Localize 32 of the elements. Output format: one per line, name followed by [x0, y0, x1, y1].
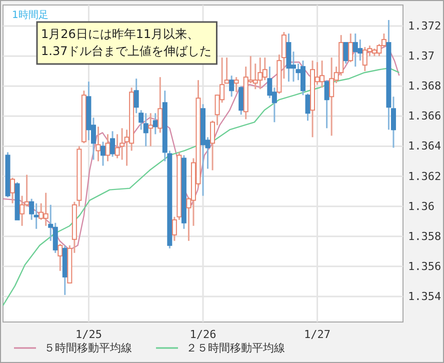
candlestick: [324, 79, 330, 129]
candlestick: [229, 74, 234, 98]
candlestick: [148, 112, 154, 147]
candlestick: [234, 76, 239, 93]
candlestick: [100, 140, 106, 167]
y-tick-label: 1.362: [408, 170, 442, 183]
y-tick-label: 1.36: [408, 200, 434, 213]
annotation: 1月26日には昨年11月以来、 1.37ドル台まで上値を伸ばした: [41, 27, 212, 58]
candlestick: [110, 130, 116, 158]
candlestick: [58, 243, 63, 272]
y-tick-label: 1.366: [408, 110, 442, 123]
y-tick-label: 1.372: [408, 20, 442, 33]
y-tick-label: 1.37: [408, 50, 434, 63]
annotation: 1時間足: [12, 9, 48, 21]
candlestick: [238, 85, 244, 116]
candlestick: [158, 76, 163, 134]
candlestick: [10, 177, 16, 204]
x-tick-label: 1/26: [190, 328, 216, 341]
candlestick: [152, 112, 158, 135]
y-tick-label: 1.368: [408, 80, 442, 93]
x-tick-label: 1/27: [304, 328, 331, 341]
legend-label: ２５時間移動平均線: [186, 342, 285, 354]
x-tick-label: 1/25: [75, 328, 102, 341]
candlestick: [348, 32, 354, 63]
y-tick-label: 1.364: [408, 140, 442, 153]
legend-label: ５時間移動平均線: [44, 342, 132, 354]
candlestick: [105, 133, 110, 162]
y-tick-label: 1.354: [408, 290, 442, 303]
candlestick: [96, 126, 101, 162]
y-tick-label: 1.358: [408, 230, 442, 243]
candlestick: [343, 42, 348, 64]
y-tick-label: 1.356: [408, 260, 442, 273]
